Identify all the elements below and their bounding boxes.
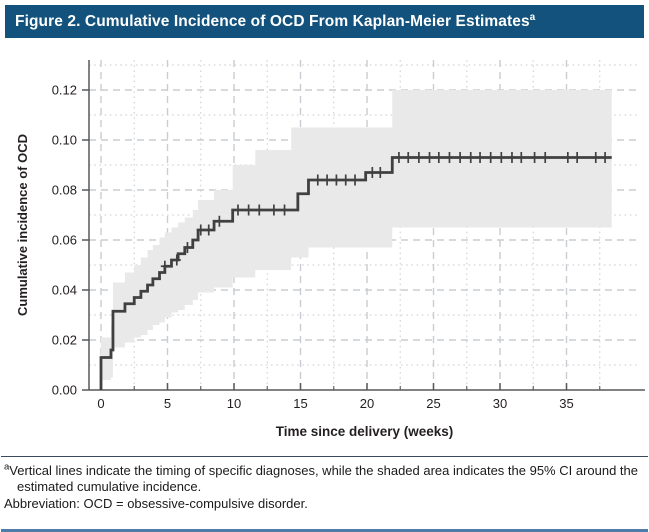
ci-band-95: [101, 90, 612, 380]
y-axis-title: Cumulative incidence of OCD: [15, 134, 30, 316]
x-tick-label: 30: [493, 396, 507, 411]
figure-title-bar: Figure 2. Cumulative Incidence of OCD Fr…: [5, 5, 644, 38]
y-tick-label: 0.00: [52, 383, 77, 398]
y-tick-label: 0.08: [52, 183, 77, 198]
censor-marks: [160, 152, 610, 272]
km-step-curve: [99, 156, 612, 390]
x-tick-label: 35: [559, 396, 573, 411]
x-tick-label: 5: [164, 396, 171, 411]
tick-labels: 0 5 10 15 20 25 30 35 0.00 0.02 0.04 0.06 0.08 0.10 0.…: [52, 83, 574, 412]
x-axis-title: Time since delivery (weeks): [276, 424, 454, 439]
y-tick-label: 0.10: [52, 133, 77, 148]
x-tick-label: 15: [293, 396, 307, 411]
x-tick-label: 25: [426, 396, 440, 411]
y-tick-label: 0.02: [52, 333, 77, 348]
figure-title: Figure 2. Cumulative Incidence of OCD Fr…: [15, 13, 530, 30]
figure-title-superscript: a: [529, 11, 536, 23]
x-tick-label: 10: [227, 396, 241, 411]
footnote-a-text: Vertical lines indicate the timing of sp…: [9, 463, 639, 494]
axes: [82, 60, 645, 391]
y-tick-label: 0.04: [52, 283, 77, 298]
footnote-a-superscript: a: [4, 461, 10, 473]
x-tick-label: 20: [360, 396, 374, 411]
y-tick-label: 0.06: [52, 233, 77, 248]
footnote-a: aVertical lines indicate the timing of s…: [0, 461, 649, 495]
footnote-divider: [1, 456, 648, 457]
x-tick-label: 0: [97, 396, 104, 411]
kaplan-meier-chart: 0 5 10 15 20 25 30 35 0.00 0.02 0.04 0.06 0.08 0.10 0.…: [15, 60, 645, 439]
footnote-section: aVertical lines indicate the timing of s…: [0, 456, 649, 512]
y-tick-label: 0.12: [52, 83, 77, 98]
abbreviation-line: Abbreviation: OCD = obsessive-compulsive…: [4, 495, 308, 511]
